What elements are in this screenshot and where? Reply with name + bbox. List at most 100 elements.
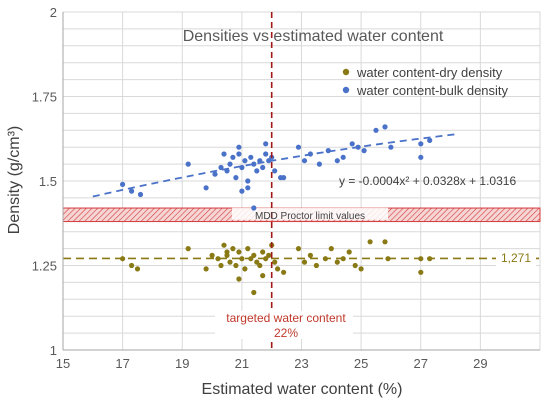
bulk-density-point <box>427 137 433 143</box>
bulk-density-point <box>245 178 251 184</box>
dry-density-point <box>236 276 242 282</box>
dry-density-point <box>346 249 352 255</box>
bulk-density-point <box>230 154 236 160</box>
bulk-density-point <box>340 154 346 160</box>
bulk-density-point <box>373 127 379 133</box>
bulk-density-point <box>242 158 248 164</box>
bulk-density-point <box>236 144 242 150</box>
dry-density-point <box>209 252 215 258</box>
bulk-density-point <box>316 161 322 167</box>
dry-density-point <box>230 246 236 252</box>
dry-density-point <box>322 256 328 262</box>
dry-density-point <box>382 239 388 245</box>
legend-marker-dry <box>342 68 350 76</box>
dry-density-point <box>203 266 209 272</box>
bulk-density-trendline <box>92 133 457 198</box>
y-tick-label: 1.25 <box>32 259 57 274</box>
bulk-density-point <box>224 168 230 174</box>
dry-density-point <box>236 249 242 255</box>
y-tick-label: 1.5 <box>39 174 57 189</box>
y-tick-label: 1.75 <box>32 90 57 105</box>
dry-density-point <box>218 262 224 269</box>
x-tick-label: 29 <box>473 356 487 371</box>
dry-density-point <box>263 256 269 262</box>
bulk-density-point <box>254 168 260 174</box>
legend: water content-dry density water content-… <box>342 65 509 98</box>
dry-density-point <box>328 246 334 252</box>
bulk-density-point <box>212 171 218 177</box>
dry-density-point <box>295 246 302 252</box>
bulk-density-point <box>236 151 242 157</box>
bulk-density-point <box>361 148 367 154</box>
x-tick-label: 17 <box>115 356 129 371</box>
target-label-line1: targeted water content <box>226 311 346 325</box>
bulk-density-point <box>301 158 308 164</box>
bulk-density-point <box>185 161 191 167</box>
dry-density-point <box>129 262 135 269</box>
dry-density-point <box>215 256 221 262</box>
bulk-density-point <box>263 151 269 157</box>
bulk-density-point <box>418 141 424 147</box>
bulk-density-point <box>272 168 278 174</box>
dry-density-point <box>427 256 433 262</box>
dry-density-point <box>418 256 424 262</box>
x-tick-label: 25 <box>354 356 368 371</box>
bulk-density-point <box>248 154 254 160</box>
dry-density-point <box>251 289 257 296</box>
bulk-density-point <box>349 141 355 147</box>
dry-density-point <box>120 256 126 262</box>
bulk-density-point <box>263 141 269 147</box>
dry-density-point <box>275 266 281 272</box>
axes: 15 17 19 21 23 25 27 29 1 1.25 1.5 1.75 2 <box>32 5 540 371</box>
bulk-density-point <box>325 148 331 154</box>
bulk-density-point <box>281 175 287 181</box>
dry-density-point <box>254 259 260 265</box>
dry-density-point <box>185 246 191 252</box>
dry-density-point <box>272 259 278 265</box>
legend-label-bulk: water content-bulk density <box>356 83 509 98</box>
trendline-equation: y = -0.0004x² + 0.0328x + 1.0316 <box>339 174 516 188</box>
target-label-box <box>215 311 353 339</box>
bulk-density-point <box>251 205 257 211</box>
chart-labels: Densities vs estimated water content Est… <box>6 28 536 398</box>
bulk-density-point <box>257 158 263 164</box>
bulk-density-point <box>251 161 257 167</box>
data-points <box>120 124 433 296</box>
dry-density-point <box>239 256 245 262</box>
band-label: MDD Proctor limit values <box>255 211 365 222</box>
bulk-density-point <box>266 158 272 164</box>
x-axis-label: Estimated water content (%) <box>202 381 403 398</box>
dry-density-point <box>313 262 319 269</box>
bulk-density-point <box>245 185 251 191</box>
dry-density-point <box>233 262 239 269</box>
trendline-path <box>92 133 457 198</box>
dry-density-point <box>301 259 308 265</box>
dry-density-point <box>307 252 313 258</box>
x-tick-label: 19 <box>175 356 189 371</box>
dry-density-point <box>242 266 248 272</box>
bulk-density-point <box>418 154 424 160</box>
target-label-line2: 22% <box>274 326 298 340</box>
dry-density-point <box>248 256 254 262</box>
x-tick-label: 27 <box>414 356 428 371</box>
bulk-density-point <box>334 158 340 164</box>
bulk-density-point <box>218 164 224 171</box>
chart-title: Densities vs estimated water content <box>183 28 444 45</box>
y-axis-label: Density (g/cm³) <box>6 126 23 234</box>
dry-density-point <box>266 252 272 258</box>
bulk-density-point <box>129 188 135 194</box>
bulk-density-point <box>227 161 233 167</box>
dry-density-point <box>418 269 424 275</box>
dry-density-point <box>358 266 364 272</box>
bulk-density-point <box>239 188 245 194</box>
dry-density-point <box>251 252 257 258</box>
x-tick-label: 21 <box>235 356 249 371</box>
dry-density-point <box>340 256 346 262</box>
hline-label: 1,271 <box>501 251 531 265</box>
dry-density-point <box>281 269 287 275</box>
hline-label-box <box>496 250 536 266</box>
dry-density-point <box>385 256 391 262</box>
x-tick-label: 23 <box>294 356 308 371</box>
proctor-limit-band <box>62 207 541 223</box>
legend-marker-bulk <box>342 86 350 94</box>
